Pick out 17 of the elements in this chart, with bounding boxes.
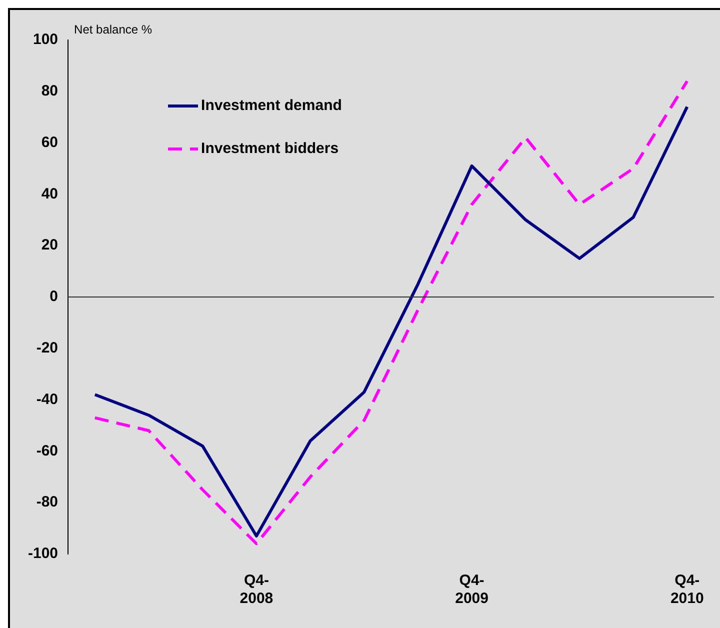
legend-label: Investment demand <box>201 97 342 114</box>
y-tick-label: 60 <box>41 134 58 151</box>
legend-label: Investment bidders <box>201 140 339 158</box>
y-tick-label: 80 <box>41 82 58 100</box>
x-tick-label: Q4- 2010 <box>670 572 704 608</box>
x-tick-label: Q4- 2009 <box>455 572 488 608</box>
y-tick-label: 100 <box>32 31 58 48</box>
y-tick-label: -100 <box>28 545 58 562</box>
y-tick-label: 40 <box>41 185 58 202</box>
y-axis-title: Net balance % <box>74 22 152 36</box>
y-tick-label: -80 <box>36 494 58 511</box>
x-tick-label: Q4- 2008 <box>240 572 274 608</box>
y-tick-label: -20 <box>36 340 58 357</box>
y-tick-label: 20 <box>41 236 58 254</box>
y-tick-label: -40 <box>36 390 58 408</box>
y-tick-label: -60 <box>36 442 58 460</box>
y-tick-label: 0 <box>50 288 58 306</box>
